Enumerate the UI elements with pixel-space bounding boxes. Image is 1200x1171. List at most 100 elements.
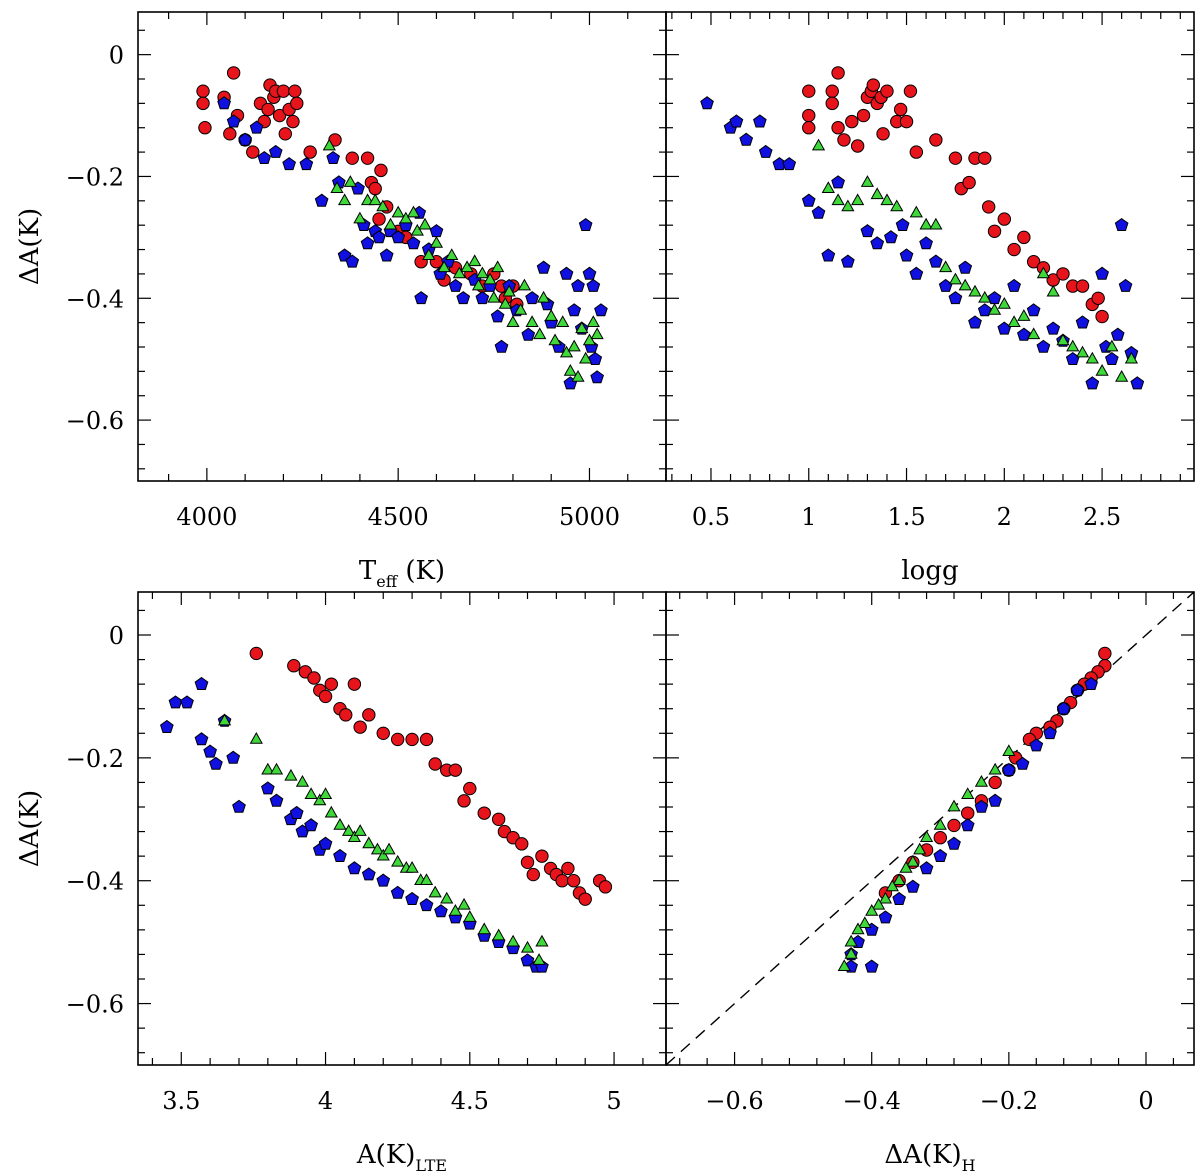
point-triangle bbox=[333, 818, 347, 830]
point-pentagon bbox=[860, 224, 875, 238]
point-circle bbox=[802, 84, 816, 98]
point-pentagon bbox=[929, 254, 943, 268]
x-tick-label: −0.4 bbox=[843, 1087, 901, 1115]
point-triangle bbox=[429, 236, 444, 248]
point-circle bbox=[866, 78, 880, 92]
x-axis-label: Teff (K) bbox=[359, 556, 445, 591]
point-triangle bbox=[987, 303, 1002, 315]
point-pentagon bbox=[700, 96, 714, 110]
point-pentagon bbox=[590, 370, 604, 384]
point-circle bbox=[947, 818, 961, 833]
point-triangle bbox=[419, 873, 434, 886]
point-triangle bbox=[968, 284, 982, 297]
point-triangle bbox=[1036, 266, 1051, 279]
point-pentagon bbox=[318, 836, 333, 850]
point-triangle bbox=[556, 315, 570, 327]
plot-frame bbox=[137, 591, 667, 1066]
point-triangle bbox=[858, 916, 872, 929]
point-pentagon bbox=[909, 266, 924, 280]
point-triangle bbox=[445, 248, 459, 260]
point-triangle bbox=[1095, 363, 1109, 376]
point-triangle bbox=[471, 278, 486, 291]
x-tick-label: 1 bbox=[801, 503, 816, 531]
point-pentagon bbox=[299, 157, 314, 171]
point-triangle bbox=[865, 904, 879, 916]
point-pentagon bbox=[1110, 327, 1125, 341]
point-circle bbox=[1026, 255, 1041, 269]
point-triangle bbox=[575, 321, 589, 334]
point-triangle bbox=[559, 345, 574, 358]
point-circle bbox=[909, 145, 924, 159]
point-pentagon bbox=[919, 861, 934, 875]
point-pentagon bbox=[974, 799, 989, 813]
point-circle bbox=[463, 781, 477, 796]
point-pentagon bbox=[194, 676, 209, 690]
point-triangle bbox=[506, 934, 520, 947]
point-triangle bbox=[933, 818, 947, 830]
point-pentagon bbox=[801, 193, 816, 207]
data-points bbox=[700, 66, 1145, 390]
point-circle bbox=[376, 726, 390, 740]
point-pentagon bbox=[160, 719, 174, 733]
point-circle bbox=[876, 127, 890, 141]
y-tick-label: −0.4 bbox=[66, 285, 124, 313]
point-triangle bbox=[370, 842, 385, 855]
point-triangle bbox=[492, 928, 506, 941]
point-pentagon bbox=[475, 291, 490, 305]
point-triangle bbox=[880, 193, 894, 206]
point-triangle bbox=[410, 223, 424, 236]
point-circle bbox=[850, 139, 865, 153]
point-triangle bbox=[1075, 345, 1090, 358]
point-pentagon bbox=[249, 120, 264, 134]
point-triangle bbox=[1124, 351, 1139, 364]
point-pentagon bbox=[217, 96, 231, 110]
point-pentagon bbox=[289, 805, 304, 819]
point-pentagon bbox=[729, 114, 744, 128]
plot-frame bbox=[137, 11, 667, 482]
point-pentagon bbox=[168, 695, 183, 709]
point-pentagon bbox=[194, 732, 209, 746]
point-triangle bbox=[909, 205, 923, 218]
point-circle bbox=[339, 708, 353, 722]
x-tick-label: 4.5 bbox=[451, 1087, 489, 1115]
point-pentagon bbox=[379, 248, 394, 262]
point-pentagon bbox=[1084, 676, 1098, 690]
point-circle bbox=[448, 763, 463, 777]
point-triangle bbox=[399, 211, 413, 224]
point-triangle bbox=[1105, 339, 1119, 352]
point-triangle bbox=[1115, 370, 1129, 382]
point-triangle bbox=[844, 934, 858, 947]
point-circle bbox=[303, 145, 317, 159]
point-circle bbox=[405, 732, 419, 747]
point-pentagon bbox=[448, 278, 463, 292]
point-pentagon bbox=[1036, 339, 1051, 353]
point-pentagon bbox=[456, 291, 471, 305]
point-circle bbox=[287, 659, 301, 673]
point-pentagon bbox=[429, 224, 444, 238]
point-triangle bbox=[477, 922, 491, 935]
point-triangle bbox=[487, 290, 501, 303]
point-triangle bbox=[590, 327, 604, 340]
x-tick-label: 1.5 bbox=[887, 503, 925, 531]
point-triangle bbox=[582, 333, 597, 346]
point-circle bbox=[419, 732, 434, 747]
point-triangle bbox=[536, 290, 551, 303]
point-circle bbox=[272, 108, 287, 123]
point-triangle bbox=[463, 910, 477, 922]
point-pentagon bbox=[948, 291, 963, 305]
point-circle bbox=[390, 732, 405, 747]
point-triangle bbox=[885, 879, 899, 892]
point-pentagon bbox=[238, 132, 252, 146]
point-pentagon bbox=[831, 175, 845, 189]
point-circle bbox=[578, 892, 592, 906]
point-pentagon bbox=[960, 818, 975, 832]
point-pentagon bbox=[1118, 278, 1133, 292]
point-circle bbox=[948, 151, 963, 165]
point-triangle bbox=[1007, 315, 1021, 327]
point-circle bbox=[825, 96, 839, 111]
point-circle bbox=[831, 121, 845, 135]
point-triangle bbox=[418, 217, 432, 230]
point-circle bbox=[290, 96, 304, 111]
y-axis-label: ΔA(K) bbox=[15, 208, 45, 285]
